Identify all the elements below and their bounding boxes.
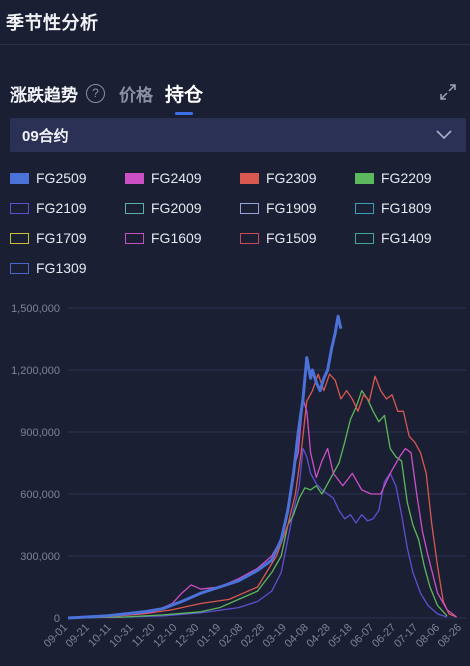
tab-price[interactable]: 价格 <box>119 85 153 105</box>
x-tick-label: 03-19 <box>261 622 289 650</box>
legend-label: FG2209 <box>381 170 432 186</box>
legend-item-fg1309[interactable]: FG1309 <box>10 260 87 276</box>
x-tick-label: 09-21 <box>64 622 92 650</box>
y-tick-label: 1,200,000 <box>11 365 60 377</box>
x-tick-label: 02-08 <box>217 622 245 650</box>
series-line-fg2209 <box>67 390 448 619</box>
legend-swatch <box>125 232 144 244</box>
x-tick-label: 11-20 <box>130 622 158 650</box>
tab-trend[interactable]: 涨跌趋势 <box>10 85 78 105</box>
legend-item-fg2509[interactable]: FG2509 <box>10 170 87 186</box>
x-tick-label: 06-07 <box>348 622 376 650</box>
legend-swatch <box>240 232 259 244</box>
legend-label: FG2109 <box>36 200 87 216</box>
legend-swatch <box>355 202 374 214</box>
legend-swatch <box>10 202 29 214</box>
legend-item-fg1609[interactable]: FG1609 <box>125 230 202 246</box>
legend-swatch <box>240 202 259 214</box>
x-tick-label: 01-19 <box>195 622 223 650</box>
x-tick-label: 08-06 <box>414 622 442 650</box>
x-tick-label: 12-30 <box>173 622 201 650</box>
legend-label: FG1609 <box>151 230 202 246</box>
x-tick-label: 06-27 <box>370 622 398 650</box>
y-tick-label: 600,000 <box>20 489 60 501</box>
holding-line-chart: 0 300,000 600,000 900,000 1,200,000 1,500,000… <box>11 303 466 650</box>
expand-icon[interactable] <box>438 82 458 102</box>
y-tick-label: 300,000 <box>20 551 60 563</box>
legend-swatch <box>10 262 29 274</box>
series-line-fg2409 <box>67 398 457 619</box>
x-tick-label: 05-18 <box>326 622 354 650</box>
x-tick-label: 09-01 <box>42 622 70 650</box>
legend-label: FG1509 <box>266 230 317 246</box>
tabs-row: 涨跌趋势 ? 价格 持仓 <box>10 78 460 115</box>
legend-item-fg2209[interactable]: FG2209 <box>355 170 432 186</box>
legend-label: FG1709 <box>36 230 87 246</box>
x-tick-label: 04-08 <box>283 622 311 650</box>
legend-label: FG2009 <box>151 200 202 216</box>
legend-item-fg2409[interactable]: FG2409 <box>125 170 202 186</box>
legend-item-fg1509[interactable]: FG1509 <box>240 230 317 246</box>
legend-label: FG1309 <box>36 260 87 276</box>
x-tick-label: 10-31 <box>107 622 135 650</box>
y-tick-label: 0 <box>54 613 60 625</box>
header-bar: 季节性分析 <box>0 0 470 45</box>
legend-label: FG2509 <box>36 170 87 186</box>
y-tick-label: 1,500,000 <box>11 303 60 315</box>
legend-label: FG2309 <box>266 170 317 186</box>
tab-holding[interactable]: 持仓 <box>165 80 203 115</box>
legend-swatch <box>10 232 29 244</box>
x-tick-label: 12-10 <box>151 622 179 650</box>
legend-label: FG1909 <box>266 200 317 216</box>
legend-item-fg1409[interactable]: FG1409 <box>355 230 432 246</box>
x-tick-label: 02-28 <box>239 622 267 650</box>
x-tick-label: 08-26 <box>436 622 464 650</box>
contract-select[interactable]: 09合约 <box>10 118 466 152</box>
chevron-down-icon <box>436 130 452 140</box>
legend-swatch <box>125 172 144 184</box>
y-tick-label: 900,000 <box>20 427 60 439</box>
legend-swatch <box>240 172 259 184</box>
legend-label: FG1409 <box>381 230 432 246</box>
legend-swatch <box>355 172 374 184</box>
page-title: 季节性分析 <box>6 13 99 33</box>
legend-item-fg2109[interactable]: FG2109 <box>10 200 87 216</box>
legend-swatch <box>10 172 29 184</box>
legend-swatch <box>125 202 144 214</box>
x-tick-label: 10-11 <box>86 622 114 650</box>
legend-swatch <box>355 232 374 244</box>
legend-item-fg2009[interactable]: FG2009 <box>125 200 202 216</box>
legend-item-fg1909[interactable]: FG1909 <box>240 200 317 216</box>
legend-label: FG2409 <box>151 170 202 186</box>
legend-item-fg1709[interactable]: FG1709 <box>10 230 87 246</box>
legend-item-fg2309[interactable]: FG2309 <box>240 170 317 186</box>
series-line-fg2109 <box>67 447 448 619</box>
legend-item-fg1809[interactable]: FG1809 <box>355 200 432 216</box>
legend-label: FG1809 <box>381 200 432 216</box>
x-tick-label: 07-17 <box>392 622 420 650</box>
x-tick-label: 04-28 <box>304 622 332 650</box>
series-line-fg2509 <box>67 314 343 620</box>
help-icon[interactable]: ? <box>86 83 105 103</box>
contract-select-value: 09合约 <box>22 127 69 145</box>
series-line-fg2309 <box>67 373 457 619</box>
